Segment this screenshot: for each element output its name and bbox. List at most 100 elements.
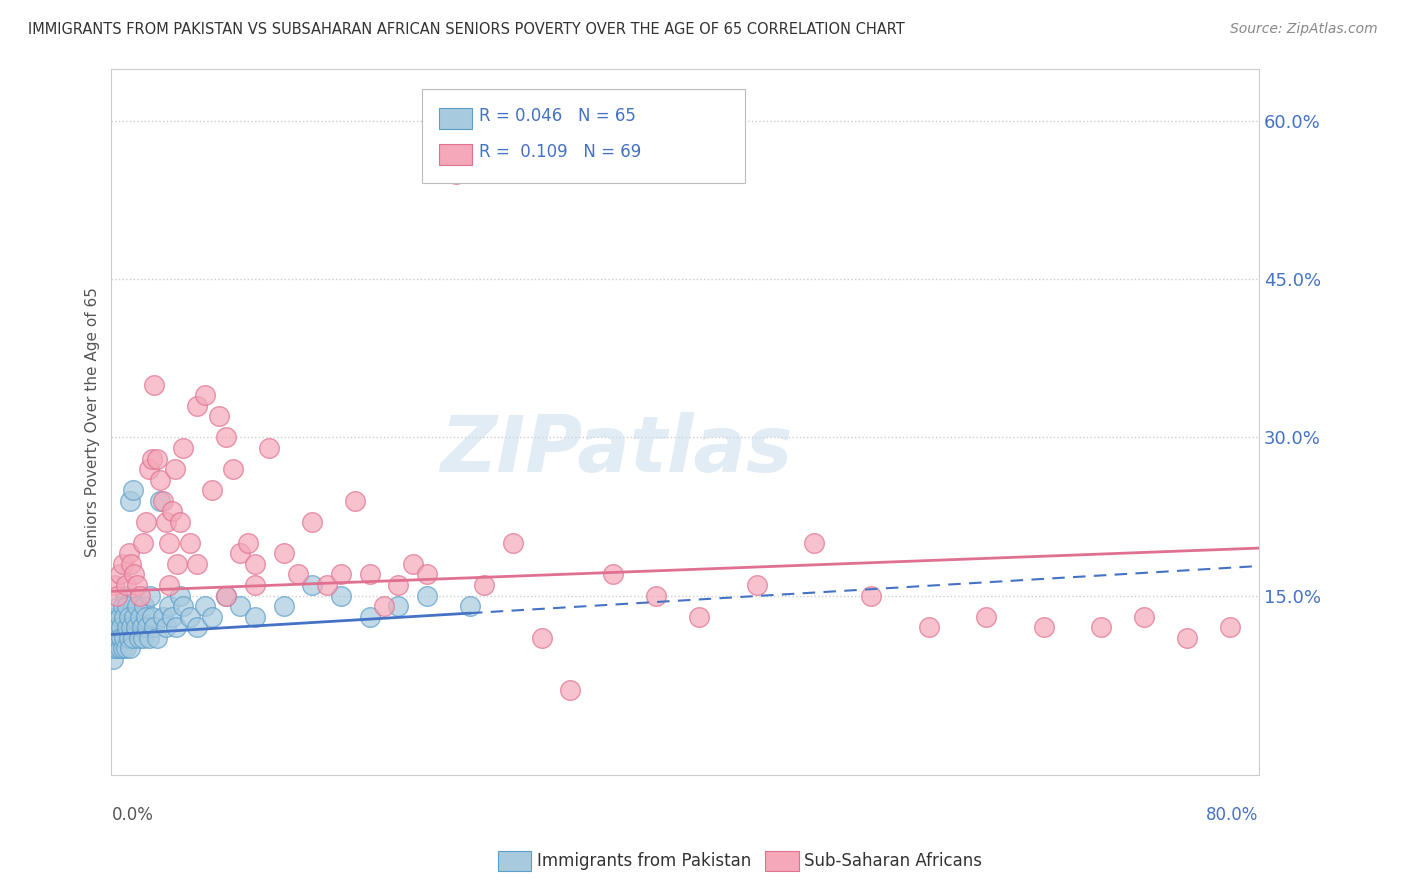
Point [169, 589, 191, 603]
Point [107, 631, 129, 645]
Point [110, 631, 132, 645]
Point [194, 388, 217, 402]
Point [745, 578, 768, 592]
Point [160, 504, 183, 518]
Point [127, 599, 149, 613]
Point [103, 620, 125, 634]
Point [1219, 620, 1241, 634]
Point [135, 609, 157, 624]
Point [152, 609, 174, 624]
Point [139, 589, 162, 603]
Text: 80.0%: 80.0% [1206, 806, 1258, 824]
Point [121, 557, 143, 571]
Point [287, 567, 309, 582]
Point [124, 567, 146, 582]
Point [458, 599, 481, 613]
Point [166, 557, 188, 571]
Point [401, 557, 423, 571]
Text: R =  0.109   N = 69: R = 0.109 N = 69 [479, 143, 641, 161]
Point [172, 441, 194, 455]
Point [688, 609, 710, 624]
Point [121, 620, 143, 634]
Point [132, 536, 155, 550]
Point [149, 493, 172, 508]
Point [502, 536, 524, 550]
Point [152, 493, 174, 508]
Point [1032, 620, 1054, 634]
Point [118, 641, 141, 656]
Point [344, 493, 367, 508]
Point [114, 641, 136, 656]
Point [118, 493, 141, 508]
Point [329, 589, 352, 603]
Point [257, 441, 280, 455]
Point [134, 599, 156, 613]
Text: IMMIGRANTS FROM PAKISTAN VS SUBSAHARAN AFRICAN SENIORS POVERTY OVER THE AGE OF 6: IMMIGRANTS FROM PAKISTAN VS SUBSAHARAN A… [28, 22, 905, 37]
Point [179, 536, 201, 550]
Point [124, 609, 146, 624]
Point [157, 536, 180, 550]
Point [301, 515, 323, 529]
Point [103, 641, 125, 656]
Point [115, 599, 138, 613]
Text: Immigrants from Pakistan: Immigrants from Pakistan [537, 852, 751, 870]
Point [273, 546, 295, 560]
Point [114, 578, 136, 592]
Point [122, 483, 145, 497]
Point [387, 599, 409, 613]
Point [208, 409, 231, 424]
Point [110, 620, 132, 634]
Point [112, 609, 135, 624]
Point [155, 515, 177, 529]
Point [201, 483, 224, 497]
Point [229, 599, 252, 613]
Point [122, 631, 145, 645]
Point [243, 609, 266, 624]
Point [243, 578, 266, 592]
Point [104, 631, 127, 645]
Point [135, 515, 157, 529]
Point [112, 631, 135, 645]
Y-axis label: Seniors Poverty Over the Age of 65: Seniors Poverty Over the Age of 65 [86, 286, 100, 557]
Point [136, 620, 159, 634]
Point [117, 631, 139, 645]
Point [179, 609, 201, 624]
Point [359, 567, 381, 582]
Point [222, 462, 245, 476]
Text: Sub-Saharan Africans: Sub-Saharan Africans [804, 852, 983, 870]
Point [1133, 609, 1156, 624]
Point [163, 462, 186, 476]
Point [172, 599, 194, 613]
Point [160, 609, 183, 624]
Point [117, 609, 139, 624]
Point [373, 599, 395, 613]
Point [169, 515, 191, 529]
Point [146, 631, 169, 645]
Text: 0.0%: 0.0% [111, 806, 153, 824]
Point [215, 430, 238, 444]
Point [141, 451, 163, 466]
Point [114, 589, 136, 603]
Point [215, 589, 238, 603]
Point [108, 609, 131, 624]
Point [359, 609, 381, 624]
Point [1090, 620, 1112, 634]
Point [104, 609, 127, 624]
Point [117, 546, 139, 560]
Point [243, 557, 266, 571]
Point [111, 599, 134, 613]
Point [329, 567, 352, 582]
Point [101, 652, 124, 666]
Point [530, 631, 553, 645]
Point [107, 599, 129, 613]
Point [138, 462, 160, 476]
Point [143, 620, 166, 634]
Point [125, 620, 148, 634]
Point [105, 620, 128, 634]
Point [143, 377, 166, 392]
Point [108, 641, 131, 656]
Point [157, 578, 180, 592]
Point [273, 599, 295, 613]
Point [115, 620, 138, 634]
Point [155, 620, 177, 634]
